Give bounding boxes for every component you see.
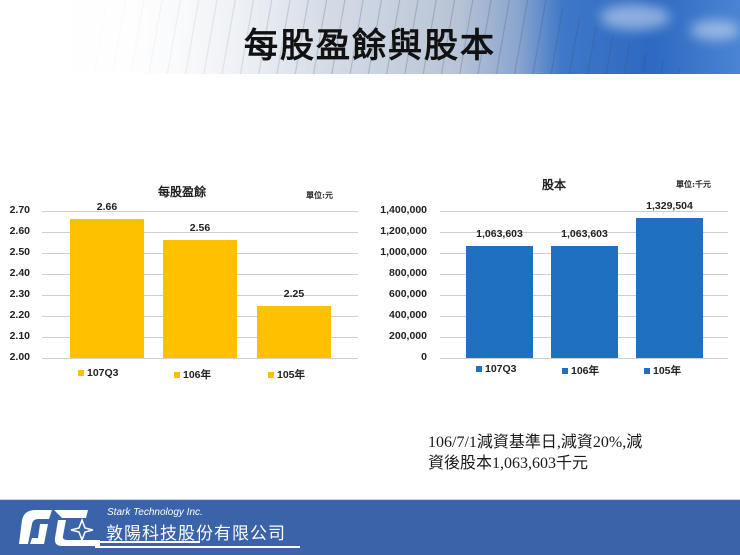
- footer-divider: [95, 546, 300, 548]
- eps-bar-value-label: 2.66: [96, 201, 118, 214]
- capital-y-tick: 1,200,000: [380, 225, 427, 237]
- capital-legend-106: 106年: [562, 363, 599, 378]
- note-line-2: 資後股本1,063,603千元: [428, 455, 589, 472]
- capital-bar-value-label: 1,063,603: [476, 228, 523, 241]
- capital-y-tick: 600,000: [389, 288, 427, 300]
- capital-gridline: [440, 232, 728, 233]
- eps-bar: [70, 219, 144, 358]
- capital-bar: [551, 246, 618, 358]
- note-line-1: 106/7/1減資基準日,減資20%,減: [428, 434, 643, 451]
- company-name-en: Stark Technology Inc.: [107, 507, 203, 518]
- company-logo-icon: [19, 510, 100, 546]
- legend-swatch: [644, 367, 650, 374]
- footer-bar: Stark Technology Inc. 敦陽科技股份有限公司: [0, 499, 740, 555]
- eps-y-tick: 2.20: [9, 309, 30, 321]
- legend-swatch: [174, 371, 180, 378]
- legend-swatch: [78, 370, 84, 376]
- page-title: 每股盈餘與股本: [244, 26, 496, 66]
- capital-bar: [636, 218, 703, 358]
- eps-y-tick: 2.70: [9, 204, 30, 216]
- eps-y-tick: 2.50: [9, 246, 30, 258]
- capital-bar: [466, 246, 533, 358]
- eps-y-tick: 2.60: [9, 225, 30, 237]
- eps-bar: [257, 305, 331, 358]
- capital-legend-105: 105年: [644, 363, 681, 378]
- capital-y-tick: 0: [421, 351, 427, 363]
- eps-y-tick: 2.10: [9, 330, 30, 342]
- legend-swatch: [268, 371, 274, 378]
- header-banner: 每股盈餘與股本: [0, 0, 740, 74]
- eps-chart-title: 每股盈餘: [158, 185, 207, 199]
- eps-gridline: [42, 211, 358, 212]
- eps-chart: 每股盈餘 單位:元 2.70 2.60 2.50 2.40 2.30 2.20 2.10 2.…: [0, 170, 370, 390]
- legend-swatch: [562, 367, 568, 374]
- eps-bar: [163, 240, 237, 358]
- capital-gridline: [440, 211, 728, 212]
- capital-bar-value-label: 1,329,504: [646, 200, 693, 213]
- capital-y-tick: 200,000: [389, 330, 427, 342]
- cloud: [690, 20, 740, 40]
- cloud: [600, 4, 670, 30]
- eps-legend-107q3: 107Q3: [78, 367, 119, 379]
- eps-legend-105: 105年: [268, 367, 305, 382]
- capital-unit-label: 單位:千元: [676, 179, 711, 189]
- eps-gridline: [42, 358, 358, 359]
- eps-legend-106: 106年: [174, 367, 211, 382]
- company-name-zh: 敦陽科技股份有限公司: [106, 524, 286, 543]
- footer-divider: [95, 541, 200, 543]
- eps-y-tick: 2.30: [9, 288, 30, 300]
- capital-bar-value-label: 1,063,603: [561, 228, 608, 241]
- capital-y-tick: 800,000: [389, 267, 427, 279]
- legend-swatch: [476, 366, 482, 372]
- eps-bar-value-label: 2.25: [283, 287, 305, 300]
- eps-y-tick: 2.00: [9, 351, 30, 363]
- capital-chart-title: 股本: [542, 178, 567, 192]
- capital-reduction-note: 106/7/1減資基準日,減資20%,減 資後股本1,063,603千元: [428, 432, 718, 474]
- capital-chart: 股本 單位:千元 1,400,000 1,200,000 1,000,000 800,…: [370, 170, 740, 390]
- capital-legend-107q3: 107Q3: [476, 363, 517, 375]
- capital-gridline: [440, 358, 728, 359]
- capital-y-tick: 1,400,000: [380, 204, 427, 216]
- capital-y-tick: 1,000,000: [380, 246, 427, 258]
- eps-bar-value-label: 2.56: [189, 222, 211, 235]
- eps-unit-label: 單位:元: [306, 190, 333, 200]
- eps-gridline: [42, 232, 358, 233]
- eps-y-tick: 2.40: [9, 267, 30, 279]
- capital-y-tick: 400,000: [389, 309, 427, 321]
